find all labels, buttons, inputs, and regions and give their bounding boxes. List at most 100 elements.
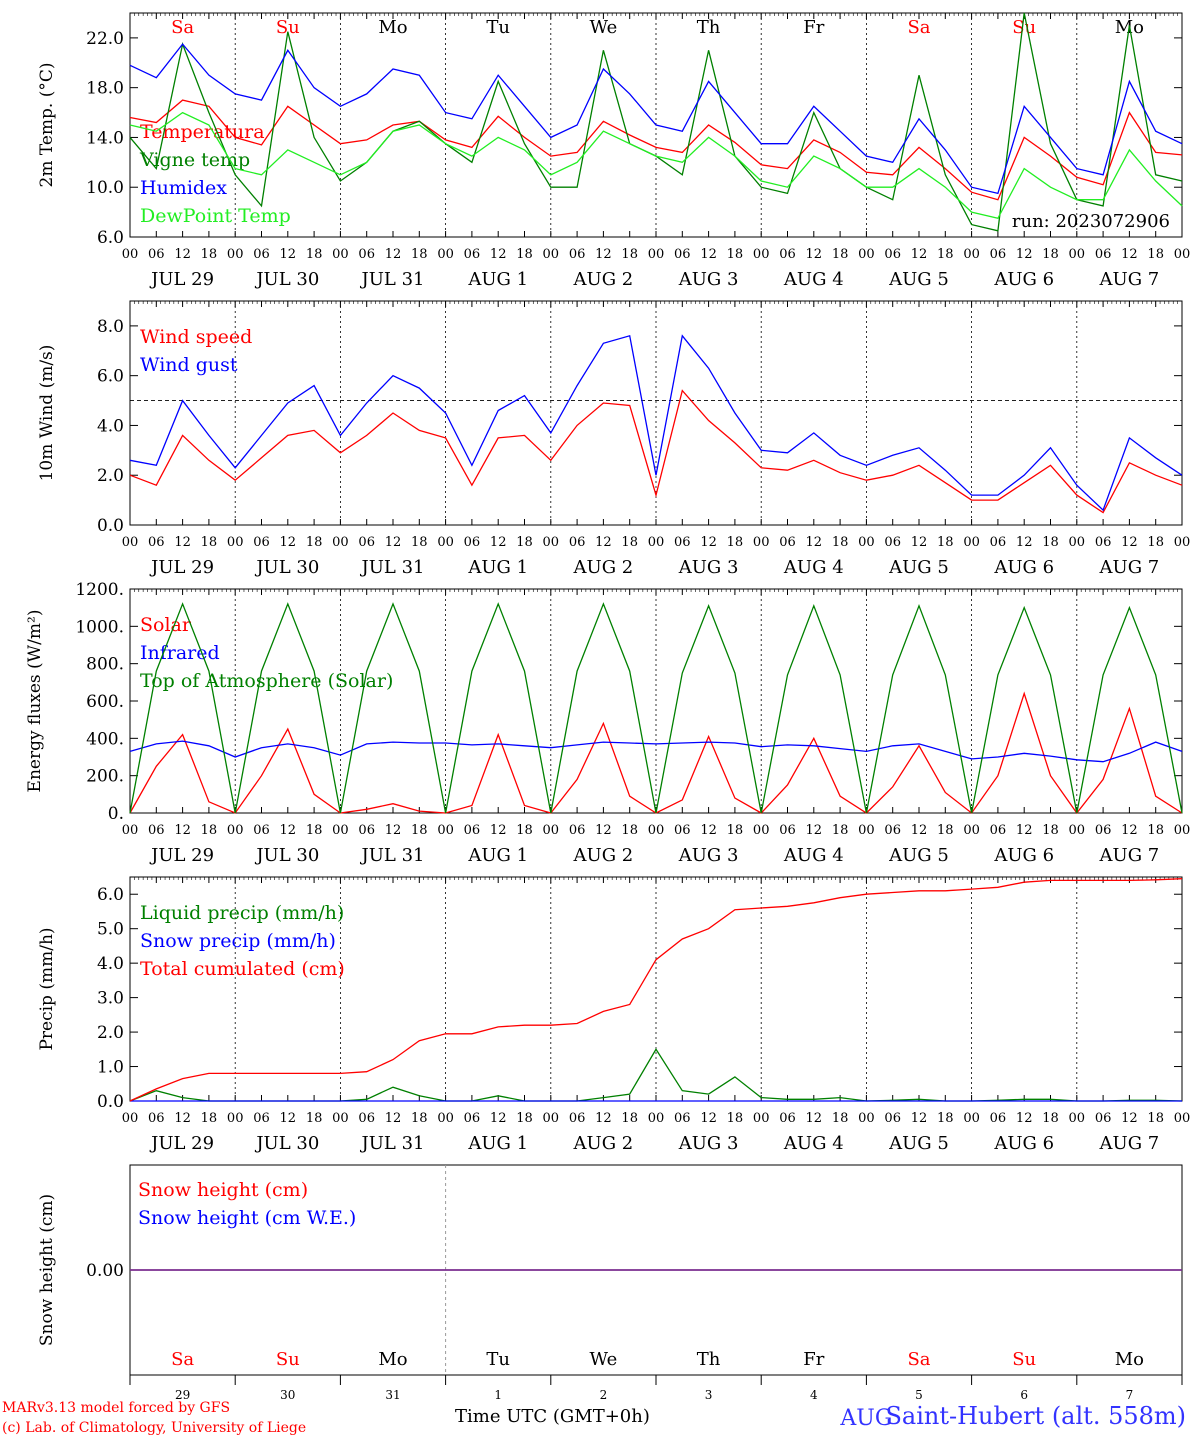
hour-tick-label: 06 (674, 823, 691, 838)
y-tick-label: 200. (86, 767, 124, 787)
y-tick-label: 18.0 (86, 79, 124, 99)
hour-tick-label: 12 (806, 823, 823, 838)
date-label: AUG 3 (678, 845, 739, 866)
hour-tick-label: 06 (990, 1111, 1007, 1126)
hour-tick-label: 12 (280, 535, 297, 550)
hour-tick-label: 18 (832, 247, 849, 262)
day-number-label: 6 (1020, 1388, 1028, 1402)
date-label: AUG 2 (573, 269, 634, 290)
day-number-label: 2 (600, 1388, 608, 1402)
hour-tick-label: 06 (1095, 535, 1112, 550)
y-tick-label: 0.00 (86, 1261, 124, 1281)
hour-tick-label: 18 (411, 535, 428, 550)
hour-tick-label: 00 (753, 247, 770, 262)
hour-tick-label: 12 (174, 247, 191, 262)
hour-tick-label: 18 (727, 535, 744, 550)
hour-tick-label: 00 (437, 1111, 454, 1126)
date-label: AUG 7 (1099, 845, 1160, 866)
date-label: AUG 4 (783, 1133, 844, 1154)
weekday-label: Sa (907, 1349, 930, 1370)
hour-tick-label: 00 (753, 823, 770, 838)
date-label: JUL 29 (149, 269, 214, 290)
day-number-label: 29 (175, 1388, 190, 1402)
date-label: AUG 1 (467, 269, 528, 290)
hour-tick-label: 00 (122, 535, 139, 550)
day-number-label: 30 (280, 1388, 295, 1402)
month-label: AUG (839, 1406, 892, 1431)
hour-tick-label: 12 (700, 247, 717, 262)
y-tick-label: 6.0 (97, 885, 124, 905)
hour-tick-label: 00 (648, 535, 665, 550)
y-tick-label: 0. (108, 804, 124, 824)
weekday-label: Su (276, 1349, 300, 1370)
hour-tick-label: 18 (1147, 1111, 1164, 1126)
weekday-label: Su (276, 17, 300, 38)
hour-tick-label: 18 (621, 247, 638, 262)
hour-tick-label: 00 (437, 247, 454, 262)
hour-tick-label: 12 (806, 535, 823, 550)
hour-tick-label: 06 (464, 535, 481, 550)
hour-tick-label: 18 (937, 1111, 954, 1126)
hour-tick-label: 12 (806, 247, 823, 262)
date-label: AUG 6 (993, 845, 1054, 866)
date-label: AUG 6 (993, 269, 1054, 290)
day-number-label: 7 (1126, 1388, 1134, 1402)
hour-tick-label: 00 (963, 823, 980, 838)
hour-tick-label: 00 (543, 1111, 560, 1126)
weekday-label: Mo (378, 17, 407, 38)
hour-tick-label: 00 (858, 1111, 875, 1126)
hour-tick-label: 12 (280, 247, 297, 262)
hour-tick-label: 00 (227, 1111, 244, 1126)
legend-entry: Snow precip (mm/h) (140, 930, 336, 952)
station-name: Saint-Hubert (alt. 558m) (885, 1402, 1186, 1430)
hour-tick-label: 12 (1121, 535, 1138, 550)
hour-tick-label: 12 (595, 247, 612, 262)
hour-tick-label: 18 (516, 823, 533, 838)
weekday-label: We (590, 17, 618, 38)
date-label: AUG 1 (467, 557, 528, 578)
hour-tick-label: 06 (148, 247, 165, 262)
hour-tick-label: 00 (1069, 1111, 1086, 1126)
date-label: JUL 30 (254, 557, 319, 578)
date-label: JUL 29 (149, 845, 214, 866)
run-annotation: run: 2023072906 (1012, 211, 1170, 232)
hour-tick-label: 18 (411, 1111, 428, 1126)
y-tick-label: 8.0 (97, 317, 124, 337)
y-tick-label: 4.0 (97, 954, 124, 974)
hour-tick-label: 06 (674, 535, 691, 550)
hour-tick-label: 06 (253, 247, 270, 262)
hour-tick-label: 12 (806, 1111, 823, 1126)
y-tick-label: 22.0 (86, 29, 124, 49)
hour-tick-label: 12 (700, 1111, 717, 1126)
date-label: JUL 30 (254, 1133, 319, 1154)
weekday-label: Sa (907, 17, 930, 38)
hour-tick-label: 12 (174, 535, 191, 550)
date-label: JUL 31 (360, 845, 425, 866)
y-tick-label: 3.0 (97, 989, 124, 1009)
date-label: AUG 1 (467, 845, 528, 866)
series-line (129, 99, 1183, 201)
weekday-label: Th (697, 1349, 721, 1370)
series-line (129, 740, 1183, 763)
hour-tick-label: 06 (464, 247, 481, 262)
hour-tick-label: 06 (148, 823, 165, 838)
hour-tick-label: 12 (385, 823, 402, 838)
date-label: JUL 31 (360, 557, 425, 578)
hour-tick-label: 00 (122, 823, 139, 838)
hour-tick-label: 12 (595, 823, 612, 838)
hour-tick-label: 00 (122, 247, 139, 262)
y-axis-label: Energy fluxes (W/m²) (25, 610, 45, 793)
hour-tick-label: 00 (437, 823, 454, 838)
hour-tick-label: 06 (569, 247, 586, 262)
weekday-label: Sa (171, 1349, 194, 1370)
hour-tick-label: 00 (753, 1111, 770, 1126)
series-line (129, 43, 1183, 195)
date-label: JUL 31 (360, 1133, 425, 1154)
hour-tick-label: 06 (253, 1111, 270, 1126)
hour-tick-label: 00 (1174, 1111, 1191, 1126)
hour-tick-label: 00 (963, 247, 980, 262)
hour-tick-label: 18 (727, 823, 744, 838)
hour-tick-label: 12 (911, 1111, 928, 1126)
hour-tick-label: 06 (779, 535, 796, 550)
